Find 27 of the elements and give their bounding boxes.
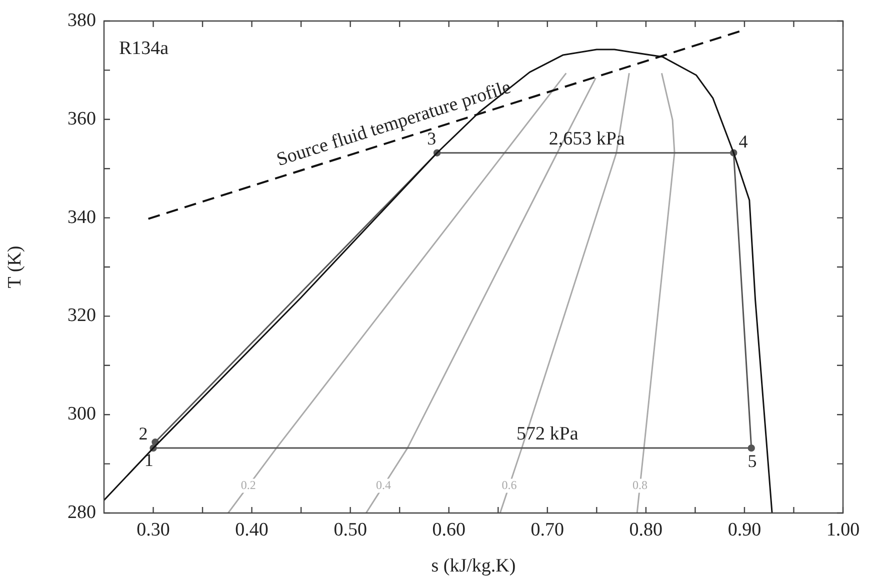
y-tick-label: 280 [68,502,96,523]
x-tick-label: 0.30 [136,519,170,540]
series-label: 0.2 [240,478,256,492]
annotation: 4 [738,131,748,152]
y-tick-label: 300 [68,404,96,425]
series-label: 0.6 [502,478,517,492]
annotation: 572 kPa [516,424,579,445]
series-label: 0.4 [376,478,391,492]
x-tick-label: 1.00 [826,519,860,540]
annotation: 2,653 kPa [548,128,626,150]
y-axis-title: T (K) [4,246,26,288]
y-tick-label: 340 [68,206,96,228]
annotation: 1 [144,450,154,470]
y-tick-label: 380 [68,10,96,31]
x-axis-title: s (kJ/kg.K) [431,556,516,577]
x-tick-label: 0.90 [728,519,762,540]
series-label: 0.8 [632,478,648,492]
x-tick-label: 0.70 [530,519,564,540]
y-tick-label: 360 [68,108,96,130]
annotation: 2 [138,424,148,444]
annotation: 5 [748,450,757,471]
x-tick-label: 0.50 [334,519,367,540]
x-tick-label: 0.40 [235,519,268,540]
y-tick-label: 320 [68,305,96,326]
x-tick-label: 0.80 [629,519,663,540]
annotation: R134a [119,38,170,59]
x-tick-label: 0.60 [432,519,466,540]
